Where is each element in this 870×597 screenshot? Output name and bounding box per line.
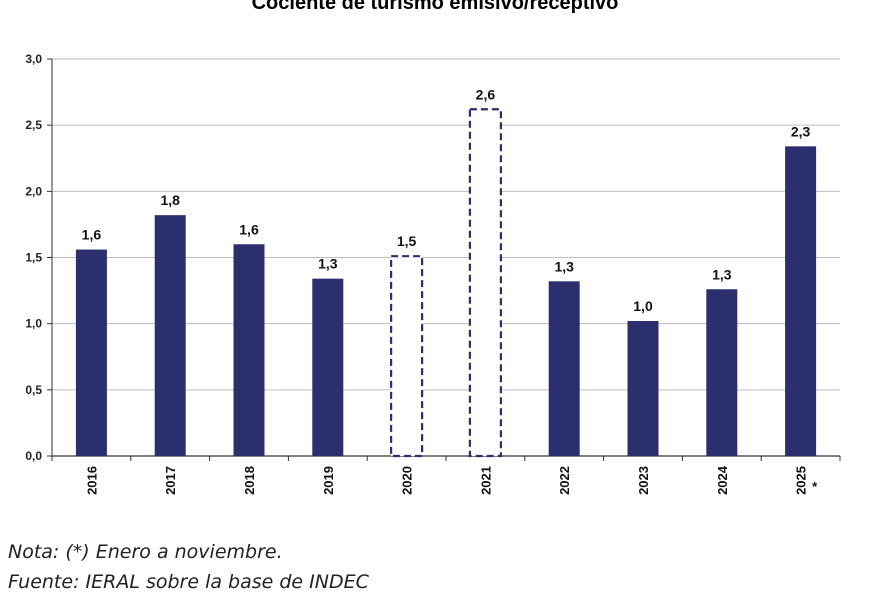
data-label-2018: 1,6 [239, 221, 259, 237]
data-label-2020: 1,5 [397, 233, 417, 249]
bar-2018 [233, 244, 265, 456]
data-label-2016: 1,6 [82, 227, 102, 243]
bar-2016 [75, 249, 107, 456]
bar-2022 [548, 281, 580, 456]
category-label-2024: 2024 [715, 465, 730, 495]
data-label-2022: 1,3 [554, 258, 574, 274]
category-label-2023: 2023 [636, 466, 651, 495]
data-label-2023: 1,0 [633, 298, 653, 314]
data-label-2024: 1,3 [712, 266, 732, 282]
source-text: Fuente: IERAL sobre la base de INDEC [8, 571, 369, 593]
bar-2023 [627, 321, 659, 456]
chart-notes: Nota: (*) Enero a noviembre. Fuente: IER… [8, 537, 868, 597]
data-label-2017: 1,8 [160, 192, 180, 208]
category-label-2020: 2020 [400, 466, 415, 495]
category-label-2019: 2019 [321, 466, 336, 495]
bar-2020 [390, 255, 424, 458]
y-axis-ticks: 0,0 0,5 1,0 1,5 2,0 2,5 3,0 [25, 52, 52, 463]
bars [75, 108, 817, 458]
y-tick-label: 3,0 [25, 52, 42, 66]
data-label-2021: 2,6 [476, 86, 496, 102]
y-tick-label: 1,0 [25, 317, 42, 331]
y-tick-label: 0,0 [25, 449, 42, 463]
chart: Cociente de turismo emisivo/receptivo 0,… [25, 0, 841, 495]
category-marker-2025: * [812, 479, 818, 494]
bar-2021 [468, 108, 502, 458]
category-label-2018: 2018 [242, 466, 257, 495]
note-text: Nota: (*) Enero a noviembre. [8, 541, 283, 563]
x-axis-categories: 2016 2017 2018 2019 2020 2021 2022 2023 2024 2025… [84, 465, 818, 495]
category-label-2022: 2022 [557, 466, 572, 495]
chart-title: Cociente de turismo emisivo/receptivo [252, 0, 619, 14]
data-label-2025: 2,3 [791, 123, 811, 139]
bar-2024 [706, 289, 738, 456]
category-label-2016: 2016 [84, 466, 99, 495]
category-label-2021: 2021 [478, 466, 493, 495]
bar-2017 [154, 215, 186, 456]
data-labels: 1,6 1,8 1,6 1,3 1,5 2,6 1,3 1,0 1,3 2,3 [82, 86, 811, 314]
bar-2019 [312, 278, 344, 456]
bar-2025 [785, 146, 817, 456]
category-label-2025: 2025 [794, 466, 809, 495]
data-label-2019: 1,3 [318, 256, 338, 272]
y-tick-label: 2,5 [25, 118, 42, 132]
category-label-2017: 2017 [163, 466, 178, 495]
y-tick-label: 0,5 [25, 383, 42, 397]
y-tick-label: 1,5 [25, 251, 42, 265]
y-tick-label: 2,0 [25, 184, 42, 198]
